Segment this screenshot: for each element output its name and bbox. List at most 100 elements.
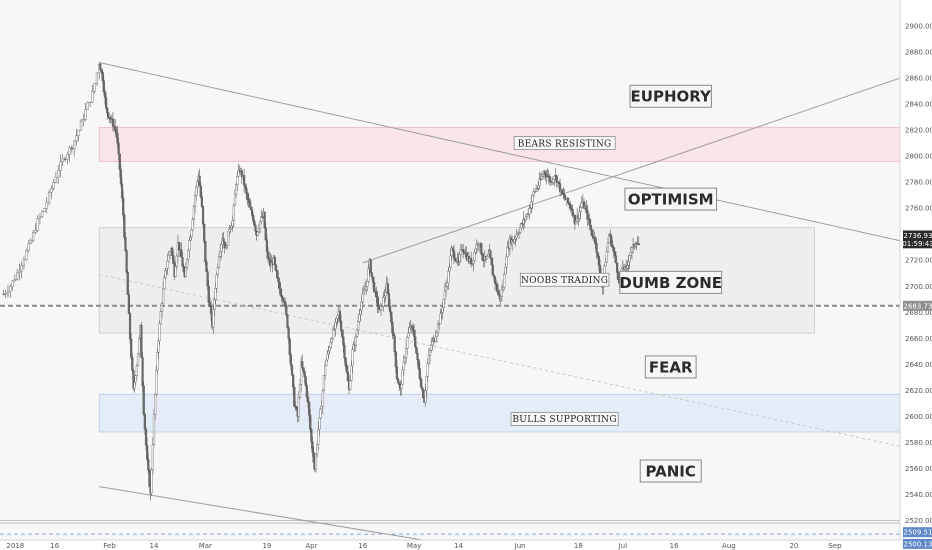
- candle-body: [277, 277, 280, 283]
- candle-body: [308, 401, 311, 416]
- candle-body: [562, 193, 565, 196]
- candle-body: [319, 408, 322, 419]
- candle-body: [66, 154, 69, 160]
- candle-body: [155, 369, 158, 395]
- candle-body: [249, 206, 253, 210]
- candle-body: [330, 338, 334, 343]
- candle-body: [390, 311, 393, 323]
- candle-body: [331, 329, 335, 339]
- x-tick-label: Jul: [618, 542, 628, 550]
- candle-body: [254, 225, 257, 232]
- candle-body: [125, 250, 128, 273]
- candle-body: [306, 396, 310, 403]
- candle-body: [415, 346, 418, 354]
- candle-body: [339, 320, 343, 331]
- candle-body: [111, 118, 115, 127]
- candle-body: [146, 444, 149, 460]
- candle-body: [163, 277, 166, 290]
- y-tick-label: 2520.00: [905, 517, 932, 525]
- candle-body: [531, 194, 534, 202]
- candle-body: [335, 318, 338, 323]
- x-tick-label: 16: [670, 542, 679, 550]
- candle-body: [219, 251, 222, 257]
- x-tick-label: Jun: [514, 542, 526, 550]
- x-tick-label: 14: [454, 542, 463, 550]
- candle-body: [257, 227, 261, 233]
- candle-body: [198, 175, 201, 187]
- candle-body: [276, 270, 279, 279]
- candle-body: [611, 245, 614, 248]
- last-price-tag-bg: [903, 230, 932, 241]
- candle-body: [245, 187, 248, 195]
- euphory-label: EUPHORY: [631, 88, 712, 106]
- candle-body: [126, 271, 129, 295]
- candle-body: [190, 229, 193, 238]
- candle-body: [515, 234, 518, 239]
- candle-body: [458, 254, 461, 262]
- candle-body: [474, 248, 477, 253]
- bulls-zone: [98, 393, 901, 433]
- candle-body: [325, 359, 328, 366]
- candle-body: [246, 193, 249, 200]
- candle-body: [181, 256, 184, 267]
- candle-body: [524, 216, 527, 221]
- candle-body: [431, 341, 434, 346]
- candle-body: [628, 254, 631, 263]
- candles-layer: [2, 61, 640, 501]
- candle-body: [168, 251, 172, 256]
- candle-body: [408, 327, 411, 334]
- candle-body: [128, 313, 132, 340]
- candle-body: [162, 288, 165, 304]
- candle-body: [9, 286, 12, 292]
- candle-body: [236, 175, 239, 185]
- candle-body: [444, 286, 448, 292]
- candle-body: [493, 276, 497, 284]
- candle-body: [626, 265, 629, 269]
- time-axis-panel[interactable]: [0, 540, 932, 550]
- candle-body: [204, 241, 207, 262]
- candle-body: [377, 305, 380, 309]
- candle-body: [354, 336, 357, 346]
- candle-body: [235, 184, 238, 195]
- candle-body: [570, 207, 573, 210]
- candle-body: [214, 288, 217, 301]
- candle-body: [135, 365, 138, 376]
- candle-body: [585, 206, 588, 211]
- candle-body: [357, 321, 360, 331]
- price-axis-panel[interactable]: [900, 0, 932, 550]
- candle-body: [38, 215, 42, 219]
- candle-body: [537, 185, 540, 189]
- candle-body: [426, 363, 429, 377]
- candle-body: [89, 101, 92, 104]
- candle-body: [530, 201, 533, 209]
- candle-body: [280, 295, 283, 298]
- trendlines-layer: [99, 61, 901, 547]
- candle-body: [400, 384, 403, 389]
- candle-body: [115, 129, 118, 134]
- candle-body: [192, 206, 196, 220]
- candle-body: [402, 361, 405, 371]
- candle-body: [318, 417, 321, 430]
- candle-body: [443, 290, 446, 300]
- candle-body: [578, 211, 581, 220]
- candle-body: [265, 239, 269, 253]
- candle-body: [309, 414, 312, 430]
- candle-body: [563, 194, 566, 199]
- candle-body: [119, 169, 123, 185]
- candle-body: [495, 283, 498, 286]
- candle-body: [630, 247, 634, 253]
- candle-body: [580, 202, 583, 208]
- x-tick-label: Aug: [722, 542, 736, 550]
- candle-body: [206, 271, 209, 287]
- candle-body: [504, 266, 507, 275]
- candle-body: [201, 206, 205, 225]
- bears-zone-label-box: [513, 136, 616, 151]
- lower-trendline: [99, 486, 463, 547]
- candle-body: [154, 393, 157, 415]
- candle-body: [506, 246, 509, 257]
- candle-body: [264, 227, 267, 241]
- candle-body: [417, 359, 420, 369]
- candle-body: [4, 292, 7, 295]
- candle-body: [310, 429, 313, 443]
